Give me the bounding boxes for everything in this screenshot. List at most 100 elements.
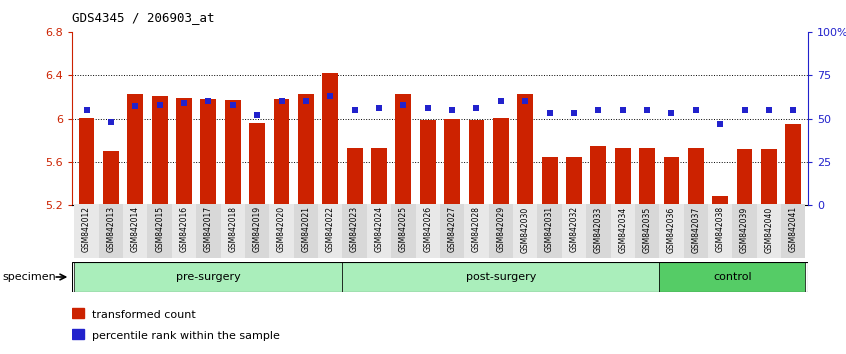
Text: GSM842035: GSM842035 — [643, 206, 651, 252]
Point — [178, 100, 191, 106]
Bar — [420, 120, 436, 205]
Point — [713, 121, 727, 127]
Bar — [79, 118, 95, 205]
Text: GSM842027: GSM842027 — [448, 206, 457, 252]
Point — [104, 119, 118, 125]
Point — [470, 105, 483, 111]
Text: transformed count: transformed count — [92, 310, 196, 320]
Bar — [343, 204, 367, 258]
Text: GSM842028: GSM842028 — [472, 206, 481, 252]
Text: GSM842037: GSM842037 — [691, 206, 700, 252]
Text: GSM842030: GSM842030 — [521, 206, 530, 252]
Point — [445, 107, 459, 113]
Point — [348, 107, 361, 113]
Bar — [318, 204, 343, 258]
Bar — [196, 204, 221, 258]
Point — [616, 107, 629, 113]
Point — [201, 98, 215, 104]
Text: GSM842031: GSM842031 — [545, 206, 554, 252]
Text: GSM842038: GSM842038 — [716, 206, 725, 252]
Bar — [395, 94, 411, 205]
Bar — [493, 118, 508, 205]
Bar — [371, 148, 387, 205]
Point — [762, 107, 776, 113]
Point — [153, 102, 167, 108]
Text: specimen: specimen — [3, 272, 57, 282]
Text: GSM842018: GSM842018 — [228, 206, 237, 252]
Text: GSM842013: GSM842013 — [107, 206, 115, 252]
Point — [640, 107, 654, 113]
Bar — [684, 204, 708, 258]
Point — [738, 107, 751, 113]
Point — [665, 110, 678, 116]
Bar — [640, 148, 655, 205]
Point — [591, 107, 605, 113]
Point — [129, 104, 142, 109]
Bar — [172, 204, 196, 258]
Text: GSM842022: GSM842022 — [326, 206, 335, 252]
Bar — [611, 204, 634, 258]
Point — [689, 107, 702, 113]
Bar — [245, 204, 269, 258]
Bar — [761, 149, 777, 205]
Point — [323, 93, 337, 99]
Point — [421, 105, 435, 111]
Bar — [343, 262, 659, 292]
Text: GSM842029: GSM842029 — [497, 206, 505, 252]
Bar — [440, 204, 464, 258]
Text: GSM842032: GSM842032 — [569, 206, 579, 252]
Bar — [221, 204, 245, 258]
Point — [494, 98, 508, 104]
Bar — [591, 146, 607, 205]
Bar — [367, 204, 391, 258]
Text: GSM842039: GSM842039 — [740, 206, 749, 252]
Text: GSM842041: GSM842041 — [788, 206, 798, 252]
Bar — [250, 123, 265, 205]
Bar — [688, 148, 704, 205]
Point — [80, 107, 93, 113]
Point — [567, 110, 580, 116]
Bar — [74, 262, 343, 292]
Bar — [151, 96, 168, 205]
Text: GSM842023: GSM842023 — [350, 206, 359, 252]
Bar — [663, 156, 679, 205]
Bar — [659, 204, 684, 258]
Bar — [225, 100, 240, 205]
Text: post-surgery: post-surgery — [465, 272, 536, 282]
Text: control: control — [713, 272, 752, 282]
Text: GSM842040: GSM842040 — [765, 206, 773, 252]
Bar — [785, 124, 801, 205]
Bar — [634, 204, 659, 258]
Bar — [708, 204, 733, 258]
Text: GSM842025: GSM842025 — [398, 206, 408, 252]
Bar — [74, 204, 99, 258]
Text: GSM842019: GSM842019 — [253, 206, 261, 252]
Point — [250, 112, 264, 118]
Bar — [586, 204, 611, 258]
Text: GDS4345 / 206903_at: GDS4345 / 206903_at — [72, 11, 214, 24]
Text: GSM842021: GSM842021 — [301, 206, 310, 252]
Bar — [537, 204, 562, 258]
Point — [543, 110, 557, 116]
Bar — [201, 99, 217, 205]
Bar — [72, 308, 84, 318]
Bar — [562, 204, 586, 258]
Text: GSM842015: GSM842015 — [155, 206, 164, 252]
Bar — [322, 73, 338, 205]
Bar — [298, 94, 314, 205]
Text: GSM842034: GSM842034 — [618, 206, 627, 252]
Bar — [513, 204, 537, 258]
Bar — [517, 94, 533, 205]
Bar — [469, 120, 485, 205]
Point — [226, 102, 239, 108]
Bar — [391, 204, 415, 258]
Bar — [757, 204, 781, 258]
Bar — [737, 149, 752, 205]
Bar — [464, 204, 489, 258]
Bar — [176, 98, 192, 205]
Bar — [147, 204, 172, 258]
Bar — [269, 204, 294, 258]
Text: GSM842033: GSM842033 — [594, 206, 603, 252]
Text: GSM842026: GSM842026 — [423, 206, 432, 252]
Bar — [566, 156, 582, 205]
